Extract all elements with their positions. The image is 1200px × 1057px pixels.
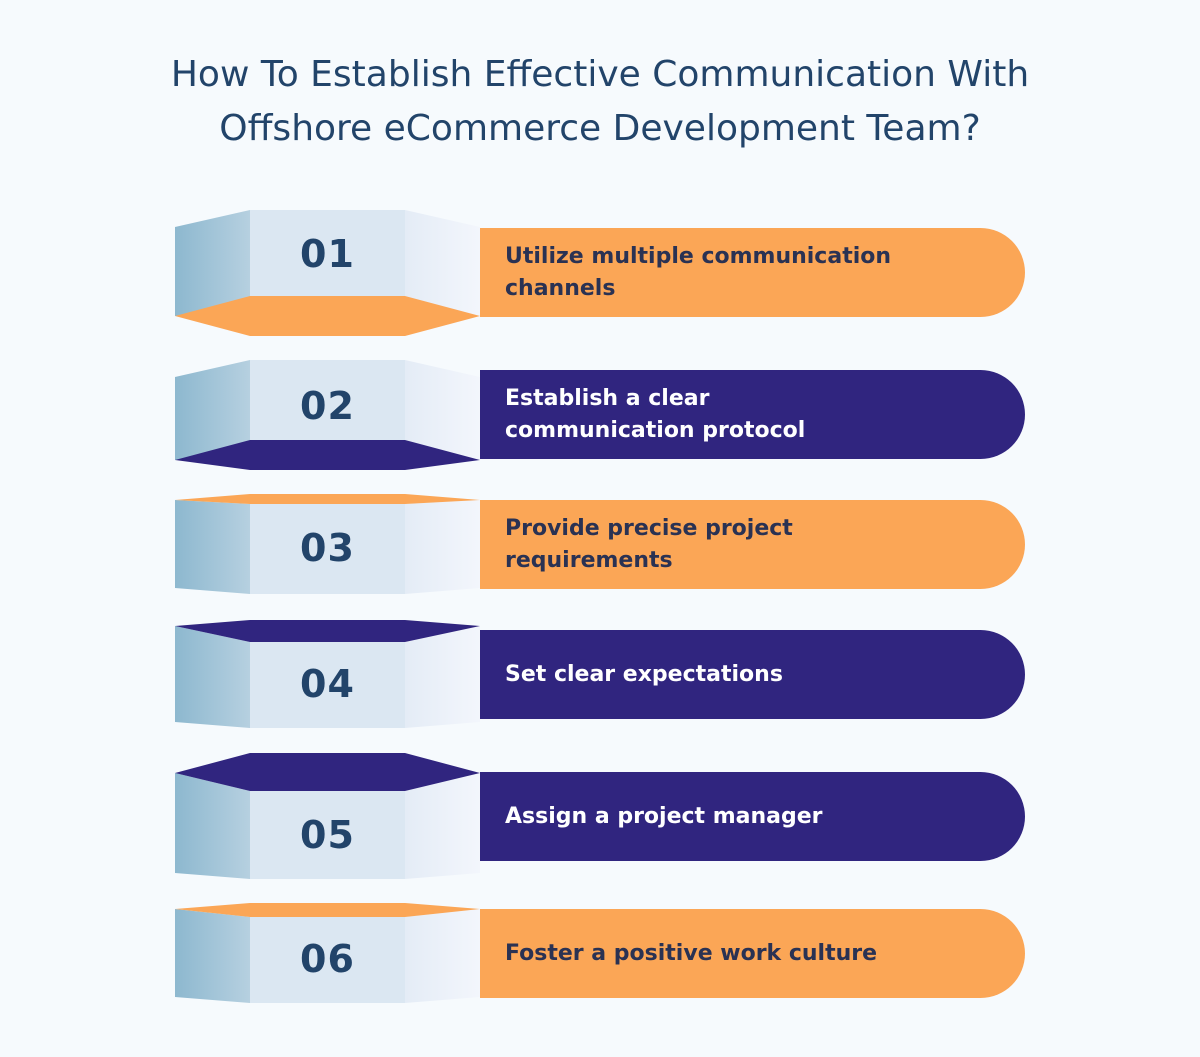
prism-front-face — [250, 917, 405, 1003]
prism-left-face — [175, 773, 250, 879]
step-label-pill: Assign a project manager — [480, 772, 1025, 861]
prism-front-face — [250, 791, 405, 879]
step-05: 05 Assign a project manager — [0, 753, 1200, 881]
step-number: 06 — [300, 937, 355, 981]
prism-cap — [175, 440, 480, 470]
prism-cap — [175, 620, 480, 642]
step-label-pill: Utilize multiple communication channels — [480, 228, 1025, 317]
step-04: 04 Set clear expectations — [0, 620, 1200, 730]
prism-front-face — [250, 642, 405, 728]
prism-block — [175, 620, 480, 728]
step-label: Assign a project manager — [505, 803, 823, 829]
step-label-pill: Provide precise project requirements — [480, 500, 1025, 589]
step-06: 06 Foster a positive work culture — [0, 903, 1200, 1005]
prism-left-face — [175, 360, 250, 460]
step-02: 02 Establish a clear communication proto… — [0, 360, 1200, 472]
prism-cap — [175, 753, 480, 791]
step-number: 03 — [300, 526, 355, 570]
prism-right-face — [405, 210, 480, 316]
step-number: 02 — [300, 384, 355, 428]
prism-right-face — [405, 360, 480, 460]
step-number: 01 — [300, 232, 355, 276]
prism-block — [175, 494, 480, 594]
prism-left-face — [175, 500, 250, 594]
prism-right-face — [405, 500, 480, 594]
title-line-2: Offshore eCommerce Development Team? — [219, 108, 981, 149]
step-label: Set clear expectations — [505, 661, 783, 687]
step-label-pill: Foster a positive work culture — [480, 909, 1025, 998]
step-label: Foster a positive work culture — [505, 940, 878, 966]
prism-block — [175, 753, 480, 879]
step-number: 04 — [300, 662, 355, 706]
prism-left-face — [175, 909, 250, 1003]
prism-cap — [175, 494, 480, 504]
prism-front-face — [250, 504, 405, 594]
step-label: Utilize multiple communication channels — [505, 243, 892, 301]
prism-cap — [175, 903, 480, 917]
infographic-title: How To Establish Effective Communication… — [0, 48, 1200, 156]
prism-right-face — [405, 626, 480, 728]
prism-block — [175, 210, 480, 336]
prism-left-face — [175, 626, 250, 728]
prism-block — [175, 360, 480, 470]
title-line-1: How To Establish Effective Communication… — [170, 54, 1030, 95]
prism-right-face — [405, 909, 480, 1003]
prism-left-face — [175, 210, 250, 316]
prism-block — [175, 903, 480, 1003]
prism-cap — [175, 296, 480, 336]
step-label: Provide precise project requirements — [505, 515, 793, 573]
step-01: 01 Utilize multiple communication channe… — [0, 210, 1200, 338]
step-label: Establish a clear communication protocol — [505, 385, 806, 443]
step-label-pill: Establish a clear communication protocol — [480, 370, 1025, 459]
step-number: 05 — [300, 813, 355, 857]
prism-right-face — [405, 773, 480, 879]
step-label-pill: Set clear expectations — [480, 630, 1025, 719]
step-03: 03 Provide precise project requirements — [0, 494, 1200, 596]
prism-front-face — [250, 360, 405, 460]
prism-front-face — [250, 210, 405, 316]
